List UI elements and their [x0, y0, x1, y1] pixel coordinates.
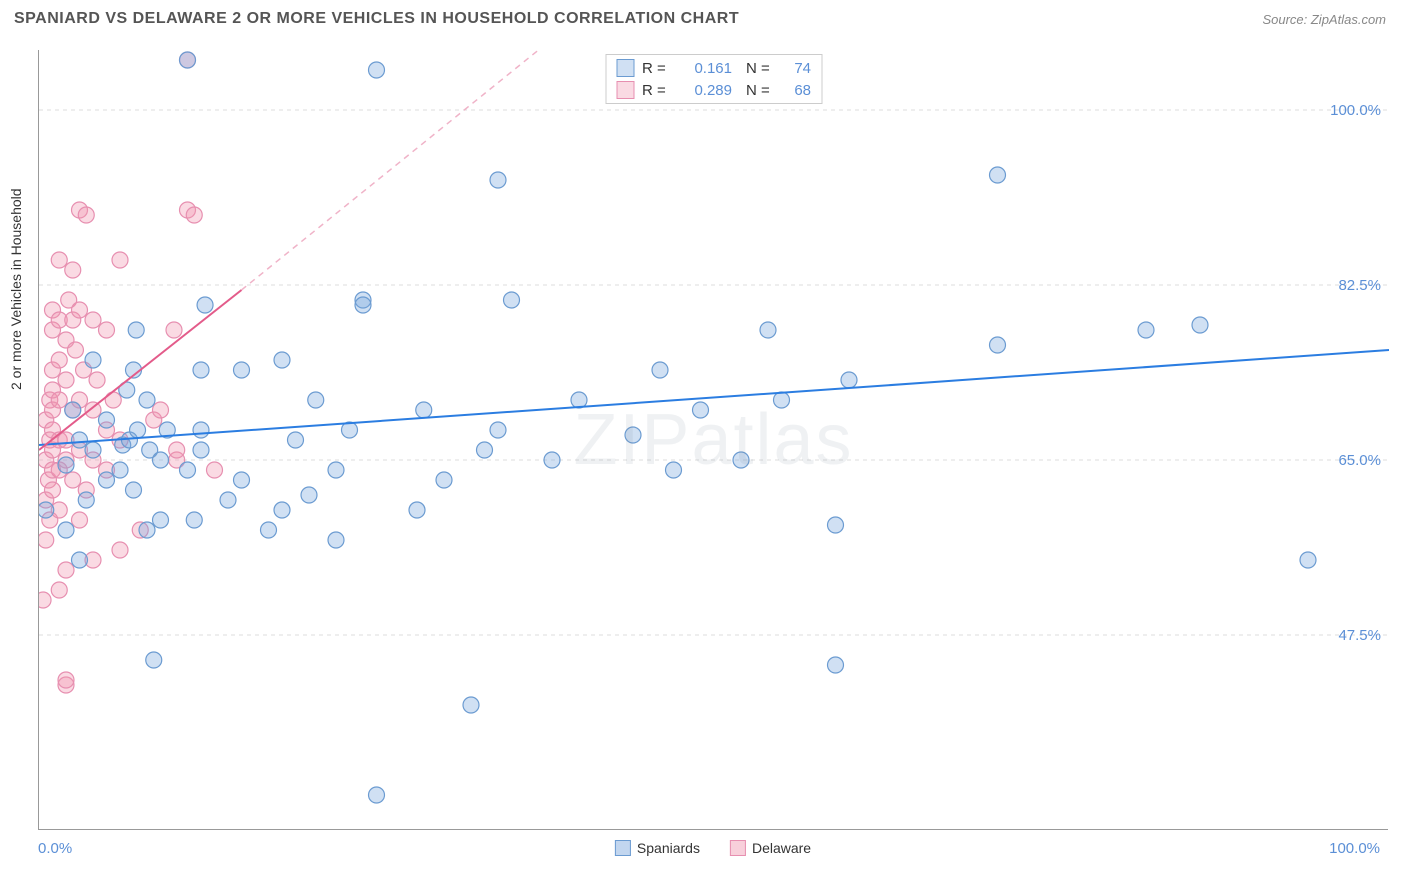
- chart-title: SPANIARD VS DELAWARE 2 OR MORE VEHICLES …: [14, 10, 739, 28]
- correlation-legend: R = 0.161 N = 74 R = 0.289 N = 68: [605, 54, 822, 104]
- legend-n-value-spaniards: 74: [786, 60, 811, 77]
- legend-row-spaniards: R = 0.161 N = 74: [616, 57, 811, 79]
- legend-n-value-delaware: 68: [786, 82, 811, 99]
- chart-area: 47.5%65.0%82.5%100.0% ZIPatlas R = 0.161…: [38, 50, 1388, 830]
- svg-text:100.0%: 100.0%: [1330, 102, 1381, 119]
- legend-r-value-delaware: 0.289: [682, 82, 732, 99]
- svg-text:82.5%: 82.5%: [1338, 277, 1381, 294]
- x-axis-min-label: 0.0%: [38, 840, 72, 857]
- scatter-plot-svg: 47.5% 65.0% 82.5% 100.0%: [39, 50, 1389, 830]
- x-axis-max-label: 100.0%: [1329, 840, 1380, 857]
- legend-item-spaniards: Spaniards: [615, 840, 700, 856]
- legend-swatch-spaniards: [616, 59, 634, 77]
- legend-r-label: R =: [642, 60, 674, 77]
- legend-label: Spaniards: [637, 840, 700, 856]
- legend-label: Delaware: [752, 840, 811, 856]
- x-axis: 0.0% Spaniards Delaware 100.0%: [38, 840, 1388, 870]
- source-credit: Source: ZipAtlas.com: [1262, 12, 1386, 27]
- legend-item-delaware: Delaware: [730, 840, 811, 856]
- svg-text:65.0%: 65.0%: [1338, 452, 1381, 469]
- legend-swatch-icon: [730, 840, 746, 856]
- legend-swatch-delaware: [616, 81, 634, 99]
- y-axis-label: 2 or more Vehicles in Household: [8, 188, 24, 390]
- legend-swatch-icon: [615, 840, 631, 856]
- legend-r-value-spaniards: 0.161: [682, 60, 732, 77]
- legend-r-label: R =: [642, 82, 674, 99]
- series-legend: Spaniards Delaware: [615, 840, 811, 856]
- legend-n-label: N =: [746, 82, 778, 99]
- legend-row-delaware: R = 0.289 N = 68: [616, 79, 811, 101]
- svg-text:47.5%: 47.5%: [1338, 627, 1381, 644]
- legend-n-label: N =: [746, 60, 778, 77]
